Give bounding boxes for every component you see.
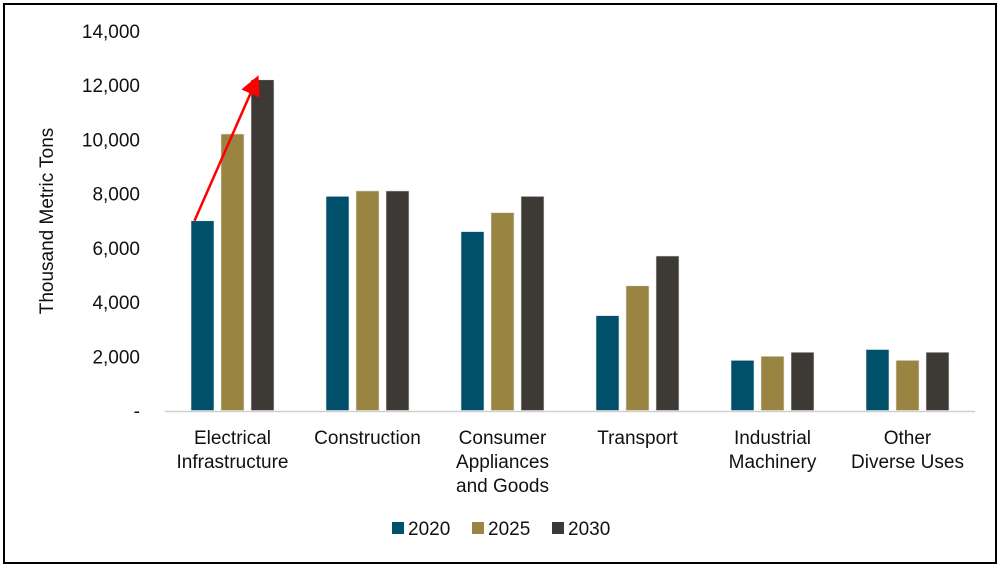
bar-2025-2 bbox=[490, 212, 515, 411]
bar-2020-5 bbox=[865, 349, 890, 411]
bar-2030-1 bbox=[385, 190, 410, 411]
legend-swatch-2025 bbox=[472, 522, 484, 534]
y-tick-label: - bbox=[134, 402, 140, 423]
bar-2020-3 bbox=[595, 315, 620, 411]
x-tick-label: Consumer bbox=[459, 428, 547, 449]
legend-label-2030: 2030 bbox=[568, 519, 610, 540]
x-tick-label: Diverse Uses bbox=[851, 452, 964, 473]
bar-2025-5 bbox=[895, 360, 920, 411]
x-tick-label: and Goods bbox=[456, 476, 549, 497]
chart-frame bbox=[3, 3, 997, 564]
legend-swatch-2020 bbox=[392, 522, 404, 534]
y-tick-label: 4,000 bbox=[92, 293, 140, 314]
bar-2020-2 bbox=[460, 231, 485, 411]
bar-2025-4 bbox=[760, 355, 785, 411]
x-tick-label: Transport bbox=[597, 428, 678, 449]
y-tick-label: 14,000 bbox=[82, 22, 140, 43]
bar-2030-2 bbox=[520, 196, 545, 411]
x-tick-label: Construction bbox=[314, 428, 421, 449]
y-tick-label: 6,000 bbox=[92, 239, 140, 260]
y-tick-label: 10,000 bbox=[82, 130, 140, 151]
bar-2020-4 bbox=[730, 360, 755, 411]
bar-2020-0 bbox=[190, 220, 215, 411]
bar-2030-0 bbox=[250, 79, 275, 411]
x-tick-label: Infrastructure bbox=[177, 452, 289, 473]
legend-label-2025: 2025 bbox=[488, 519, 530, 540]
bar-2025-1 bbox=[355, 190, 380, 411]
y-tick-label: 2,000 bbox=[92, 347, 140, 368]
y-tick-label: 8,000 bbox=[92, 185, 140, 206]
bar-2025-3 bbox=[625, 285, 650, 411]
x-tick-label: Industrial bbox=[734, 428, 811, 449]
bar-2020-1 bbox=[325, 196, 350, 411]
x-tick-label: Electrical bbox=[194, 428, 271, 449]
legend-swatch-2030 bbox=[552, 522, 564, 534]
bar-2025-0 bbox=[220, 133, 245, 411]
red-arrow-annotation bbox=[193, 75, 260, 222]
y-tick-label: 12,000 bbox=[82, 76, 140, 97]
bar-2030-4 bbox=[790, 351, 815, 411]
bar-2030-5 bbox=[925, 351, 950, 411]
legend-label-2020: 2020 bbox=[408, 519, 450, 540]
bar-2030-3 bbox=[655, 255, 680, 411]
x-tick-label: Machinery bbox=[729, 452, 817, 473]
x-tick-label: Other bbox=[884, 428, 932, 449]
x-tick-label: Appliances bbox=[456, 452, 549, 473]
y-axis-label: Thousand Metric Tons bbox=[37, 128, 58, 315]
